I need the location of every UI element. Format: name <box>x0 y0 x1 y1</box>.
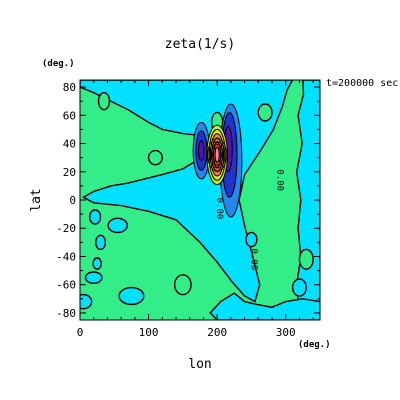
x-tick-label: 0 <box>77 326 84 339</box>
contour-region <box>214 146 220 163</box>
y-tick-label: -40 <box>56 250 76 263</box>
contour-line <box>208 141 226 169</box>
contour-region <box>257 103 273 122</box>
y-tick-label: 60 <box>63 109 76 122</box>
contour-region <box>298 248 314 270</box>
contour-region <box>245 231 258 248</box>
contour-label: 0.00 <box>274 169 284 191</box>
y-tick-label: 20 <box>63 166 76 179</box>
contour-region <box>84 271 103 284</box>
contour-label: 0.00 <box>214 198 224 220</box>
y-tick-label: 40 <box>63 138 76 151</box>
contour-region <box>88 209 102 225</box>
contour-region <box>291 278 307 297</box>
y-tick-label: -20 <box>56 222 76 235</box>
y-tick-label: 0 <box>69 194 76 207</box>
x-tick-label: 200 <box>207 326 227 339</box>
x-tick-label: 100 <box>139 326 159 339</box>
contour-region <box>92 257 102 270</box>
x-unit-label: (deg.) <box>298 340 331 350</box>
chart-title: zeta(1/s) <box>165 37 235 52</box>
y-tick-label: -80 <box>56 307 76 320</box>
contour-line <box>212 147 222 163</box>
contour-label: 0.00 <box>248 248 258 270</box>
y-tick-label: -60 <box>56 279 76 292</box>
contour-line <box>207 138 228 172</box>
contour-region <box>118 286 145 306</box>
axis-ticks: 0 100 200 300 -80 -60 -40 -20 0 20 40 60 80 <box>56 80 320 339</box>
contour-region <box>198 140 205 161</box>
contour-line <box>210 144 224 166</box>
time-label: t=200000 sec <box>326 78 398 89</box>
contour-region <box>80 293 93 310</box>
contour-region <box>147 149 163 166</box>
contour-region <box>97 92 111 111</box>
y-tick-label: 80 <box>63 81 76 94</box>
y-axis-label: lat <box>29 188 44 211</box>
contour-region <box>95 234 107 251</box>
contour-region <box>173 274 192 296</box>
contour-region <box>209 292 320 320</box>
x-tick-label: 300 <box>276 326 296 339</box>
contour-region <box>107 217 129 234</box>
vorticity-field: 0.00 0.00 0.00 <box>80 80 320 320</box>
x-axis-label: lon <box>188 357 211 372</box>
y-unit-label: (deg.) <box>42 59 75 69</box>
